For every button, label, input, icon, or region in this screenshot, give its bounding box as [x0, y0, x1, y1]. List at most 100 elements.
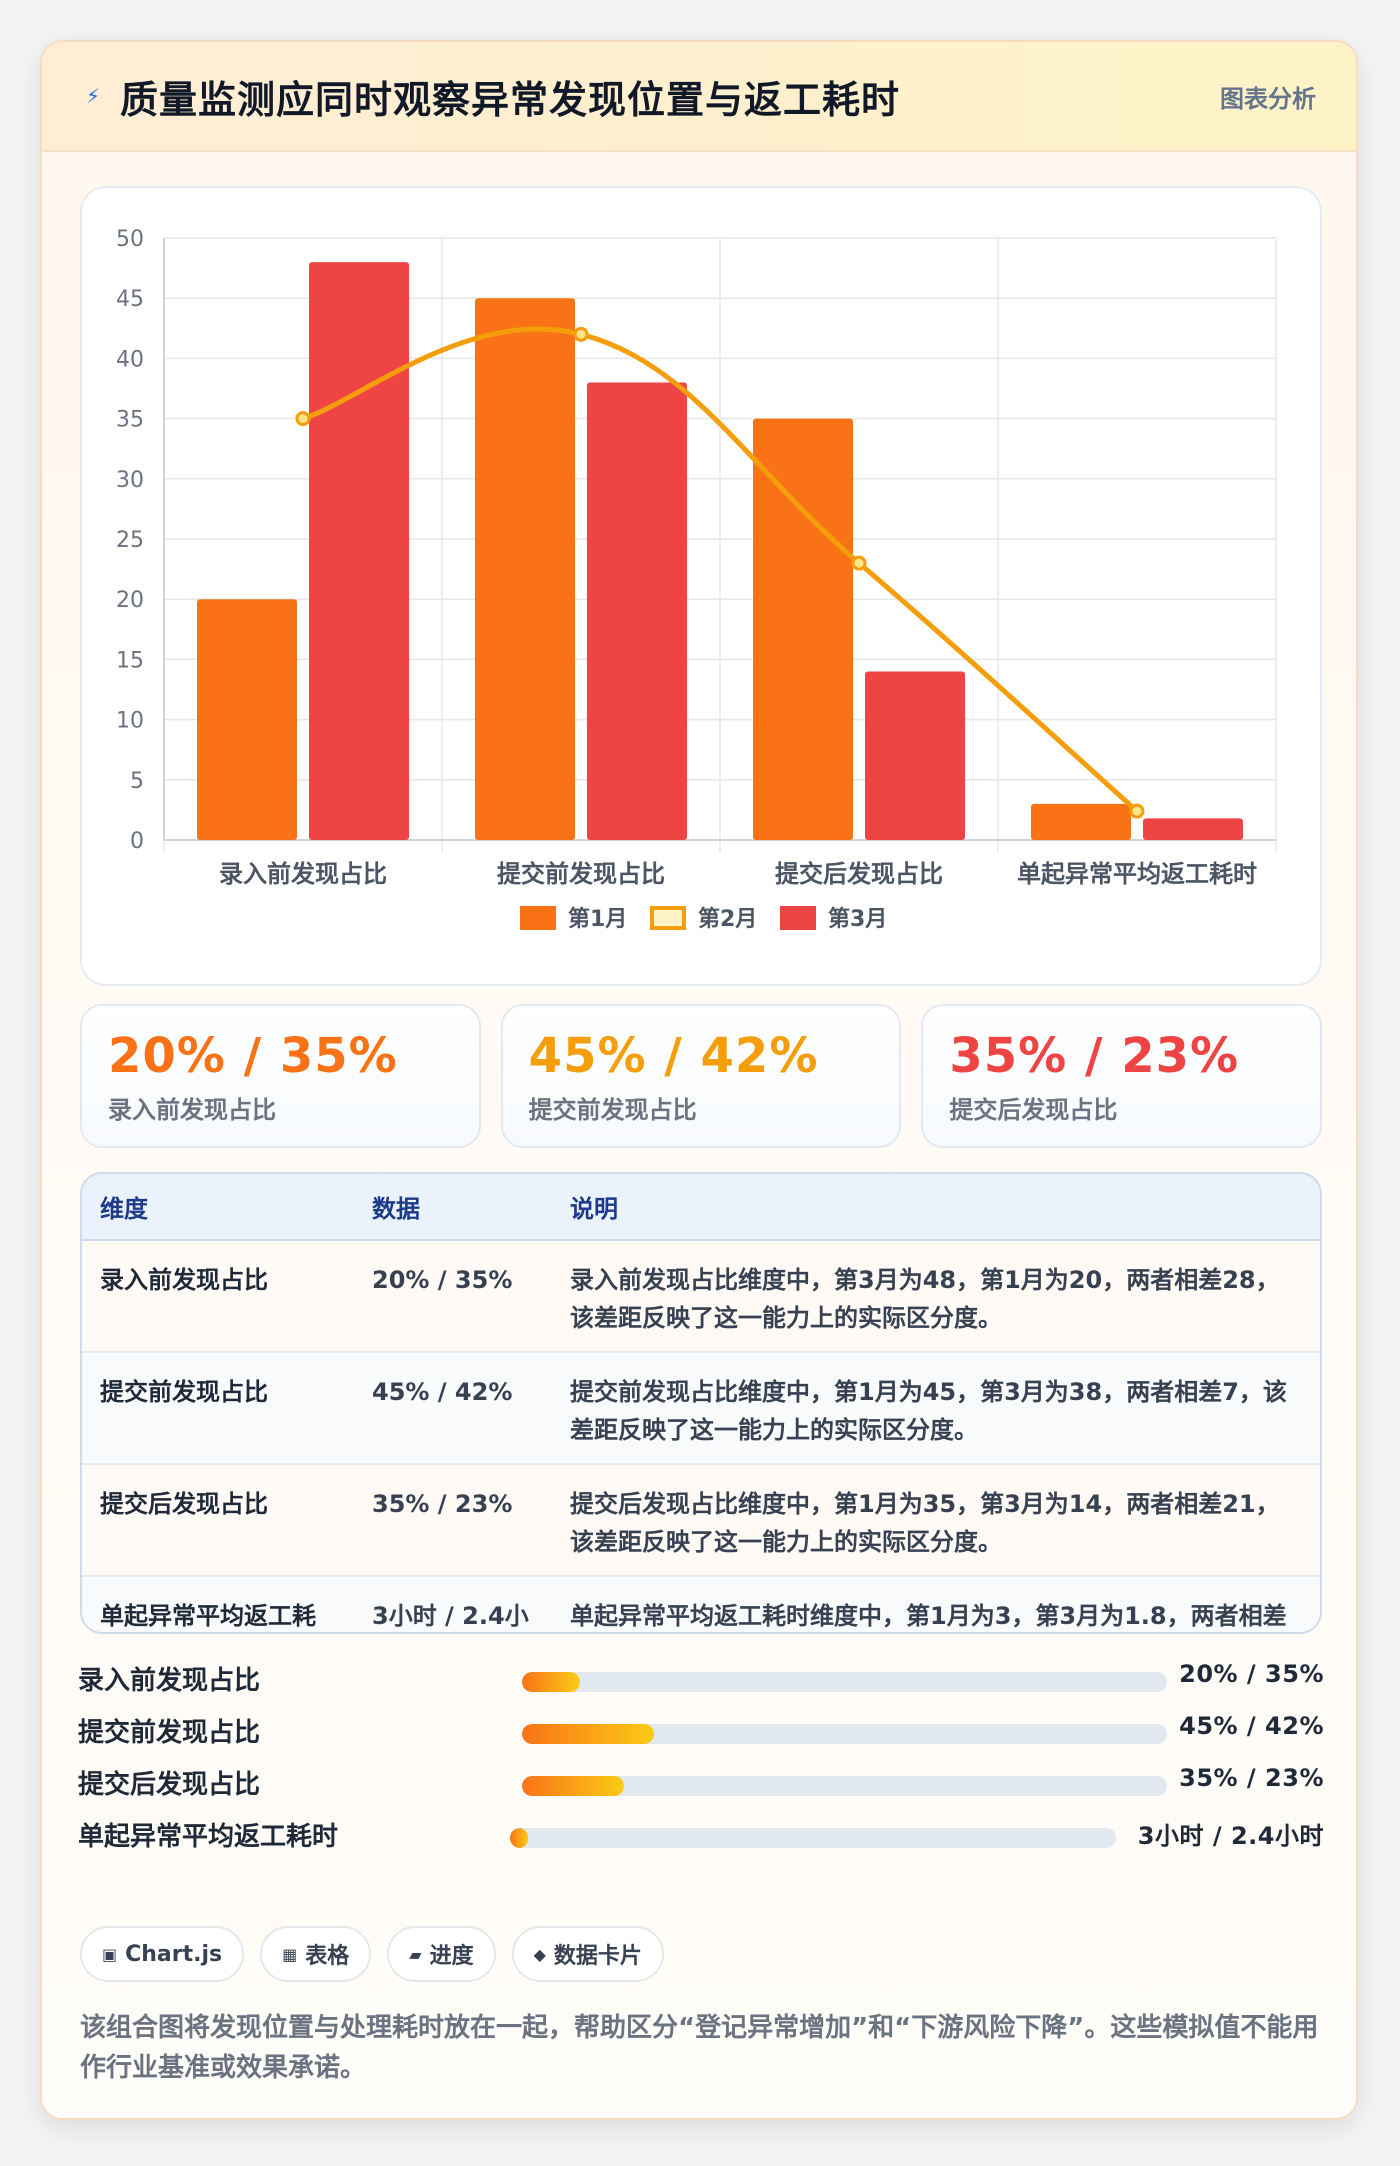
progress-label: 录入前发现占比 — [78, 1666, 261, 1696]
chip-table[interactable]: ▦ 表格 — [260, 1926, 372, 1982]
x-tick-label: 提交后发现占比 — [775, 860, 943, 888]
stat-label: 提交前发现占比 — [528, 1096, 697, 1124]
cell-data: 45% / 42% — [354, 1352, 552, 1465]
bar-第1月 — [1031, 803, 1131, 840]
chip-label: 表格 — [305, 1944, 350, 1969]
combo-chart: 0 5 10 15 20 25 30 35 40 45 50 录入前发现占比 提交前发现占比 提交后发现占… — [116, 227, 1277, 932]
chip-progress[interactable]: ▰ 进度 — [387, 1926, 496, 1982]
progress-value: 3小时 / 2.4小时 — [1137, 1822, 1324, 1850]
y-tick-label: 50 — [116, 227, 144, 252]
bar-第3月 — [1143, 818, 1243, 840]
progress-track — [510, 1828, 1116, 1848]
cell-description: 录入前发现占比维度中，第3月为48，第1月为20，两者相差28，该差距反映了这一… — [552, 1240, 1320, 1353]
stat-label: 录入前发现占比 — [108, 1096, 276, 1124]
progress-row: 提交前发现占比 45% / 42% — [78, 1704, 1324, 1756]
cell-dimension: 录入前发现占比 — [82, 1240, 354, 1353]
cell-description: 提交前发现占比维度中，第1月为45，第3月为38，两者相差7，该差距反映了这一能… — [552, 1352, 1320, 1465]
table-row: 单起异常平均返工耗时 3小时 / 2.4小时 单起异常平均返工耗时维度中，第1月… — [82, 1576, 1320, 1632]
table-row: 提交后发现占比 35% / 23% 提交后发现占比维度中，第1月为35，第3月为… — [82, 1464, 1320, 1577]
cell-dimension: 提交前发现占比 — [82, 1352, 354, 1465]
y-tick-label: 25 — [116, 528, 144, 553]
line-point-第2月 — [573, 326, 589, 342]
y-tick-label: 10 — [116, 709, 144, 734]
stat-value: 35% / 23% — [949, 1028, 1240, 1084]
progress-value: 20% / 35% — [1179, 1660, 1324, 1688]
bar-第3月 — [865, 671, 965, 840]
stat-value: 45% / 42% — [528, 1028, 819, 1084]
chip-label: 进度 — [429, 1944, 474, 1969]
y-tick-label: 20 — [116, 588, 144, 613]
chip-label: Chart.js — [125, 1941, 223, 1967]
x-tick-label: 录入前发现占比 — [219, 860, 387, 888]
chip-label: 数据卡片 — [553, 1944, 642, 1969]
stat-card: 35% / 23% 提交后发现占比 — [921, 1004, 1323, 1148]
cell-data: 20% / 35% — [354, 1240, 552, 1353]
legend-swatch — [520, 906, 556, 930]
data-table: 维度 数据 说明 录入前发现占比 20% / 35% 录入前发现占比维度中，第3… — [80, 1172, 1322, 1634]
page-title: 质量监测应同时观察异常发现位置与返工耗时 — [120, 77, 901, 122]
y-tick-label: 0 — [130, 829, 144, 854]
progress-track — [522, 1776, 1167, 1796]
x-tick-label: 单起异常平均返工耗时 — [1017, 860, 1257, 888]
progress-label: 提交后发现占比 — [78, 1770, 261, 1800]
column-header-data: 数据 — [354, 1174, 552, 1241]
progress-row: 提交后发现占比 35% / 23% — [78, 1756, 1324, 1808]
progress-value: 45% / 42% — [1179, 1712, 1324, 1740]
chip-data-card[interactable]: ◆ 数据卡片 — [511, 1926, 664, 1982]
column-header-dimension: 维度 — [82, 1174, 354, 1241]
progress-fill — [522, 1776, 624, 1796]
line-point-第2月 — [851, 555, 867, 571]
y-tick-label: 15 — [116, 648, 144, 673]
table-row: 录入前发现占比 20% / 35% 录入前发现占比维度中，第3月为48，第1月为… — [82, 1240, 1320, 1353]
progress-icon: ▰ — [409, 1944, 422, 1964]
progress-fill — [522, 1672, 581, 1692]
stat-cards: 20% / 35% 录入前发现占比 45% / 42% 提交前发现占比 35% … — [80, 1004, 1323, 1148]
stat-label: 提交后发现占比 — [949, 1096, 1118, 1124]
legend-swatch — [780, 906, 816, 930]
cell-data: 35% / 23% — [354, 1464, 552, 1577]
stat-card: 20% / 35% 录入前发现占比 — [80, 1004, 481, 1148]
progress-fill — [510, 1828, 529, 1848]
table-icon: ▦ — [282, 1944, 298, 1964]
chart-panel: 0 5 10 15 20 25 30 35 40 45 50 录入前发现占比 提交前发现占比 提交后发现占… — [80, 186, 1322, 986]
bar-第1月 — [753, 418, 853, 840]
legend-swatch — [650, 906, 686, 930]
chart-analysis-tag: 图表分析 — [1220, 84, 1316, 113]
line-point-第2月 — [295, 411, 311, 427]
y-tick-label: 35 — [116, 408, 144, 433]
cell-description: 提交后发现占比维度中，第1月为35，第3月为14，两者相差21，该差距反映了这一… — [552, 1464, 1320, 1577]
progress-track — [522, 1672, 1167, 1692]
legend-label: 第1月 — [568, 906, 627, 932]
bolt-icon: ⚡ — [85, 84, 101, 108]
bar-第1月 — [197, 599, 297, 840]
cell-dimension: 单起异常平均返工耗时 — [100, 1602, 316, 1630]
progress-label: 提交前发现占比 — [78, 1718, 261, 1748]
progress-row: 单起异常平均返工耗时 3小时 / 2.4小时 — [78, 1808, 1324, 1860]
tech-chips: ▣ Chart.js ▦ 表格 ▰ 进度 ◆ 数据卡片 — [80, 1926, 664, 1982]
progress-row: 录入前发现占比 20% / 35% — [78, 1652, 1324, 1704]
card-icon: ◆ — [533, 1944, 546, 1964]
x-tick-label: 提交前发现占比 — [497, 860, 665, 888]
progress-label: 单起异常平均返工耗时 — [78, 1822, 339, 1852]
progress-track — [522, 1724, 1167, 1744]
progress-list: 录入前发现占比 20% / 35% 提交前发现占比 45% / 42% 提交后发… — [78, 1652, 1324, 1860]
stat-value: 20% / 35% — [108, 1028, 398, 1084]
cell-description: 单起异常平均返工耗时维度中，第1月为3，第3月为1.8，两者相差1.2，该差距反… — [570, 1602, 1287, 1630]
line-point-第2月 — [1129, 803, 1145, 819]
y-tick-label: 40 — [116, 347, 144, 372]
legend-label: 第2月 — [698, 906, 757, 932]
chip-chartjs[interactable]: ▣ Chart.js — [80, 1926, 245, 1982]
table-header-row: 维度 数据 说明 — [82, 1174, 1320, 1241]
report-card: ⚡ 质量监测应同时观察异常发现位置与返工耗时 图表分析 0 5 10 15 20 25 30… — [40, 40, 1358, 2120]
footnote: 该组合图将发现位置与处理耗时放在一起，帮助区分“登记异常增加”和“下游风险下降”… — [80, 2013, 1319, 2083]
column-header-description: 说明 — [552, 1174, 1320, 1241]
y-tick-label: 30 — [116, 468, 144, 493]
progress-value: 35% / 23% — [1179, 1764, 1324, 1792]
y-tick-label: 45 — [116, 287, 144, 312]
bar-第3月 — [587, 382, 687, 840]
line-第2月 — [302, 326, 1139, 813]
chart-icon: ▣ — [102, 1944, 118, 1964]
y-tick-label: 5 — [130, 769, 144, 794]
table-row: 提交前发现占比 45% / 42% 提交前发现占比维度中，第1月为45，第3月为… — [82, 1352, 1320, 1465]
bar-第3月 — [309, 262, 409, 840]
